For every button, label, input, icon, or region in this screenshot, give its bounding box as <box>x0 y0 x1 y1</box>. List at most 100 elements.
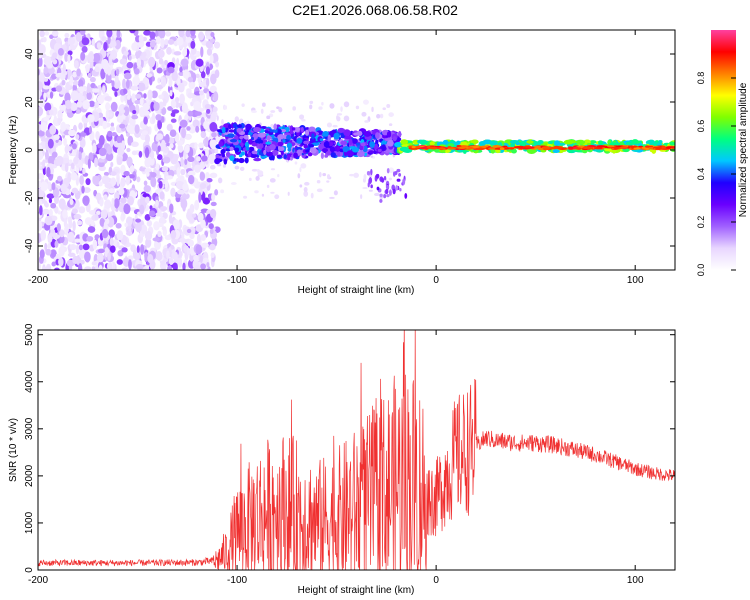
colorbar-gradient <box>711 30 736 270</box>
spectrogram-cell <box>283 153 287 159</box>
y-tick-label: -40 <box>24 238 35 253</box>
spectrogram-cell <box>620 146 628 149</box>
spectrogram-cell <box>330 152 336 158</box>
colorbar-label: Normalized spectral amplitude <box>738 82 749 217</box>
spectrogram-cell <box>388 177 393 181</box>
spectrogram-cell <box>418 146 428 150</box>
spectrogram-cell <box>398 130 402 138</box>
spectrogram-cell <box>71 187 79 194</box>
spectrogram-cell <box>92 175 100 186</box>
spectrogram-cell <box>251 168 258 172</box>
spectrogram-cell <box>349 173 355 177</box>
spectrogram-cell <box>386 184 390 190</box>
spectrogram-cell <box>64 52 69 62</box>
spectrogram-cell <box>563 139 574 145</box>
spectrogram-cell <box>51 151 58 158</box>
spectrogram-cell <box>53 134 60 141</box>
spectrogram-cell <box>91 261 98 266</box>
spectrogram-cell <box>39 205 43 216</box>
snr-xlabel: Height of straight line (km) <box>298 585 415 596</box>
spectrogram-cell <box>547 140 553 145</box>
spectrogram-cell <box>170 187 176 197</box>
x-tick-label: -100 <box>227 575 247 586</box>
spectrogram-cell <box>95 192 102 201</box>
spectrogram-cell <box>301 118 306 122</box>
spectrogram-cell <box>74 238 81 243</box>
spectrogram-cell <box>359 144 364 151</box>
spectrogram-cell <box>209 122 218 132</box>
x-tick-label: 100 <box>627 275 644 286</box>
spectrogram-cell <box>356 130 363 137</box>
spectrogram-cell <box>386 168 390 174</box>
spectrogram-cell <box>549 146 559 150</box>
spectrogram-cell <box>94 157 98 168</box>
spectrogram-cell <box>52 59 58 65</box>
spectrogram-cell <box>127 255 135 260</box>
spectrogram-cell <box>40 229 47 241</box>
spectrogram-cell <box>181 231 185 240</box>
spectrogram-cell <box>575 147 582 150</box>
spectrogram-cell <box>171 70 178 82</box>
spectrogram-cell <box>210 73 217 85</box>
spectrogram-cell <box>51 249 57 258</box>
spectrogram-cell <box>568 147 574 150</box>
spectrogram-cell <box>671 146 675 149</box>
spectrogram-cell <box>128 55 132 61</box>
spectrogram-cell <box>157 145 161 152</box>
spectrogram-cell <box>280 149 284 156</box>
spectrogram-cell <box>369 141 376 148</box>
spectrogram-cell <box>157 49 165 58</box>
spectrogram-cell <box>146 73 153 78</box>
spectrogram-cell <box>240 151 245 156</box>
spectrogram-cell <box>144 134 150 144</box>
spectrogram-cell <box>316 180 321 184</box>
spectrogram-cell <box>363 173 367 180</box>
spectrogram-cell <box>45 263 52 270</box>
spectrogram-cell <box>386 139 394 147</box>
spectrogram-cell <box>447 143 455 148</box>
spectrogram-cell <box>105 152 114 162</box>
spectrogram-cell <box>81 185 85 194</box>
spectrogram-cell <box>144 196 150 204</box>
spectrogram-cell <box>39 249 45 259</box>
spectrogram-cell <box>94 213 99 221</box>
spectrogram-cell <box>98 181 103 187</box>
spectrogram-cell <box>214 189 219 196</box>
spectrogram-cell <box>209 164 216 170</box>
spectrogram-cell <box>116 135 122 144</box>
spectrogram-cell <box>251 150 258 155</box>
spectrogram-cell <box>160 37 165 49</box>
spectrogram-cell <box>107 252 111 261</box>
spectrogram-cell <box>186 126 191 131</box>
spectrogram-cell <box>371 106 374 112</box>
spectrogram-cell <box>229 146 234 151</box>
spectrogram-cell <box>44 31 50 36</box>
spectrogram-cell <box>77 79 84 88</box>
spectrogram-cell <box>92 142 97 154</box>
spectrogram-cell <box>525 145 532 148</box>
spectrogram-cell <box>488 141 499 146</box>
spectrogram-cell <box>57 109 63 120</box>
spectrogram-cell <box>169 129 177 137</box>
spectrogram-cell <box>210 252 215 259</box>
spectrogram-cell <box>143 185 151 193</box>
spectrogram-cell <box>370 184 373 189</box>
spectrogram-cell <box>293 152 298 159</box>
spectrogram-cell <box>169 143 174 149</box>
spectrogram-cell <box>221 153 226 158</box>
spectrogram-cell <box>343 115 350 122</box>
spectrogram-cell <box>56 155 64 166</box>
spectrogram-cell <box>138 150 143 158</box>
spectrogram-cell <box>49 91 54 99</box>
spectrogram-cell <box>383 175 387 181</box>
spectrogram-cell <box>148 56 156 68</box>
spectrogram-cell <box>195 58 204 67</box>
spectrogram-cell <box>232 123 237 129</box>
spectrogram-cell <box>177 82 185 93</box>
spectrogram-cell <box>176 166 181 178</box>
spectrogram-cell <box>87 52 95 63</box>
spectrogram-cell <box>48 197 53 204</box>
spectrogram-cell <box>165 31 172 37</box>
spectrogram-cell <box>157 230 162 238</box>
